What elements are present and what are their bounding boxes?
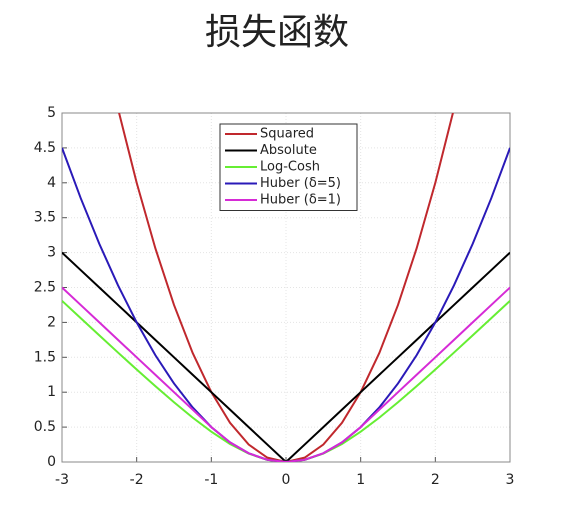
y-tick-label: 3.5 bbox=[34, 210, 56, 226]
y-tick-label: 0 bbox=[47, 454, 56, 470]
x-tick-label: -3 bbox=[55, 472, 69, 488]
y-tick-label: 4 bbox=[47, 175, 56, 191]
x-tick-label: 0 bbox=[282, 472, 291, 488]
y-tick-label: 1.5 bbox=[34, 349, 56, 365]
legend-label: Huber (δ=1) bbox=[260, 193, 341, 208]
x-tick-label: -2 bbox=[130, 472, 144, 488]
line bbox=[62, 286, 510, 462]
legend-label: Squared bbox=[260, 127, 314, 142]
line bbox=[62, 147, 510, 462]
x-tick-label: 2 bbox=[431, 472, 440, 488]
y-tick-label: 2.5 bbox=[34, 280, 56, 296]
legend-label: Log-Cosh bbox=[260, 160, 320, 175]
x-tick-label: -1 bbox=[204, 472, 218, 488]
y-tick-label: 2 bbox=[47, 314, 56, 330]
x-tick-label: 1 bbox=[356, 472, 365, 488]
line bbox=[118, 113, 454, 462]
y-tick-label: 3 bbox=[47, 245, 56, 261]
plot-lines bbox=[62, 113, 510, 462]
x-tick-label: 3 bbox=[506, 472, 515, 488]
legend-label: Absolute bbox=[260, 143, 317, 158]
line bbox=[62, 300, 510, 462]
y-tick-label: 5 bbox=[47, 105, 56, 121]
y-tick-label: 1 bbox=[47, 384, 56, 400]
y-tick-label: 0.5 bbox=[34, 419, 56, 435]
y-tick-label: 4.5 bbox=[34, 140, 56, 156]
legend-label: Huber (δ=5) bbox=[260, 176, 341, 191]
chart-title: 损失函数 bbox=[205, 12, 349, 53]
